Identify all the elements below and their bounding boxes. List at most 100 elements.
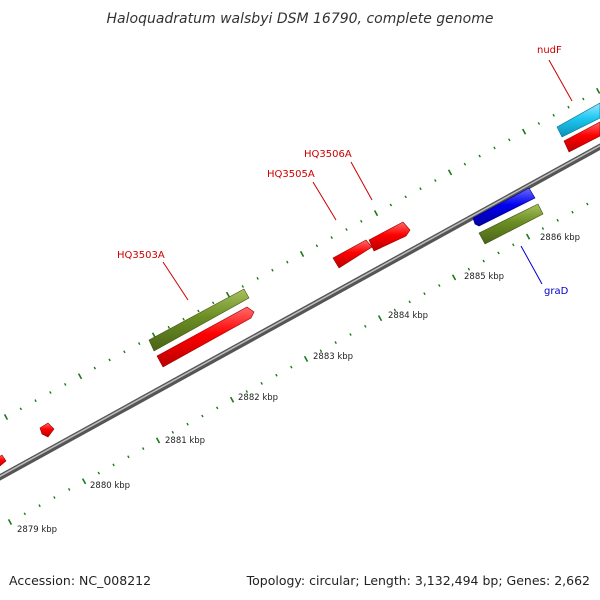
minor-tick [112, 463, 115, 467]
minor-tick [245, 390, 249, 393]
outer-tick-track [3, 87, 600, 420]
gene-hq3503a[interactable] [148, 288, 250, 352]
major-tick [225, 291, 231, 298]
label-hq3506a[interactable]: HQ3506A [304, 149, 352, 160]
minor-tick [482, 259, 485, 263]
minor-tick [438, 284, 441, 287]
minor-tick [360, 219, 363, 223]
gene-nudf[interactable] [556, 102, 600, 138]
minor-tick [404, 195, 407, 199]
cds-arrow[interactable] [0, 454, 7, 467]
minor-tick [19, 407, 23, 411]
scale-tick-labels: 2879 kbp 2880 kbp 2881 kbp 2882 kbp 2883… [17, 233, 580, 535]
label-leader [312, 181, 337, 221]
label-grad[interactable]: graD [544, 286, 569, 297]
minor-tick [38, 504, 41, 508]
minor-tick [434, 179, 437, 182]
label-hq3505a[interactable]: HQ3505A [267, 169, 315, 180]
major-tick [451, 274, 457, 281]
tick-label: 2884 kbp [388, 311, 428, 321]
gene-labels: HQ3503A HQ3505A HQ3506A nudF graD [117, 45, 573, 301]
major-tick [525, 233, 531, 240]
minor-tick [389, 203, 393, 207]
cds-hq3505a[interactable] [332, 239, 373, 269]
label-leader [350, 161, 373, 201]
minor-tick [215, 406, 219, 410]
minor-tick [63, 382, 67, 386]
tick-label: 2882 kbp [238, 393, 278, 403]
minor-tick [211, 301, 215, 305]
minor-tick [34, 399, 37, 403]
minor-tick [290, 365, 293, 369]
cds-arrow[interactable] [39, 422, 55, 438]
label-leader [548, 59, 573, 102]
major-tick [155, 437, 161, 444]
minor-tick [201, 414, 204, 418]
minor-tick [349, 333, 352, 336]
minor-tick [408, 300, 411, 304]
minor-tick [467, 267, 471, 271]
minor-tick [556, 218, 559, 222]
genome-backbone [0, 143, 600, 481]
minor-tick [53, 496, 56, 499]
minor-tick [463, 162, 467, 166]
major-tick [299, 250, 305, 257]
minor-tick [582, 97, 585, 101]
minor-tick [319, 349, 323, 353]
minor-tick [571, 210, 574, 214]
gene-grad-green[interactable] [478, 203, 544, 245]
minor-tick [586, 202, 589, 206]
gene-grad-blue[interactable] [472, 187, 536, 227]
cds-nudf[interactable] [563, 121, 600, 153]
minor-tick [537, 122, 541, 125]
accession-text: Accession: NC_008212 [9, 573, 151, 588]
minor-tick [241, 285, 245, 288]
minor-tick [93, 366, 97, 370]
label-hq3503a[interactable]: HQ3503A [117, 250, 165, 261]
minor-tick [171, 430, 175, 434]
tick-label: 2885 kbp [464, 272, 504, 282]
major-tick [377, 315, 383, 322]
minor-tick [186, 422, 189, 426]
minor-tick [567, 105, 570, 109]
major-tick [7, 519, 13, 525]
minor-tick [315, 244, 319, 248]
minor-tick [141, 447, 145, 451]
topology-text: Topology: circular; Length: 3,132,494 bp… [246, 573, 590, 588]
minor-tick [275, 373, 278, 377]
minor-tick [345, 228, 348, 231]
cds-hq3503a[interactable] [156, 306, 255, 368]
label-leader [520, 245, 543, 285]
minor-tick [497, 251, 500, 255]
cds-hq3506a[interactable] [368, 221, 411, 252]
minor-tick [182, 317, 185, 321]
minor-tick [127, 455, 130, 459]
minor-tick [393, 308, 397, 312]
map-title: Haloquadratum walsbyi DSM 16790, complet… [107, 11, 494, 27]
minor-tick [123, 350, 126, 354]
minor-tick [330, 236, 333, 240]
minor-tick [541, 227, 545, 230]
minor-tick [67, 487, 71, 491]
major-tick [447, 169, 453, 176]
minor-tick [334, 341, 337, 345]
tick-label: 2879 kbp [17, 525, 57, 535]
minor-tick [167, 325, 171, 329]
minor-tick [108, 358, 111, 362]
minor-tick [49, 391, 52, 394]
major-tick [77, 373, 83, 380]
minor-tick [97, 471, 101, 475]
label-nudf[interactable]: nudF [537, 45, 562, 56]
minor-tick [137, 342, 141, 346]
minor-tick [23, 512, 27, 516]
label-leader [162, 261, 189, 301]
minor-tick [478, 154, 481, 158]
minor-tick [286, 260, 289, 264]
tick-label: 2883 kbp [313, 352, 353, 362]
inner-tick-track [7, 193, 600, 525]
major-tick [595, 87, 600, 94]
major-tick [373, 210, 379, 217]
major-tick [3, 414, 9, 420]
tick-label: 2881 kbp [165, 436, 205, 446]
